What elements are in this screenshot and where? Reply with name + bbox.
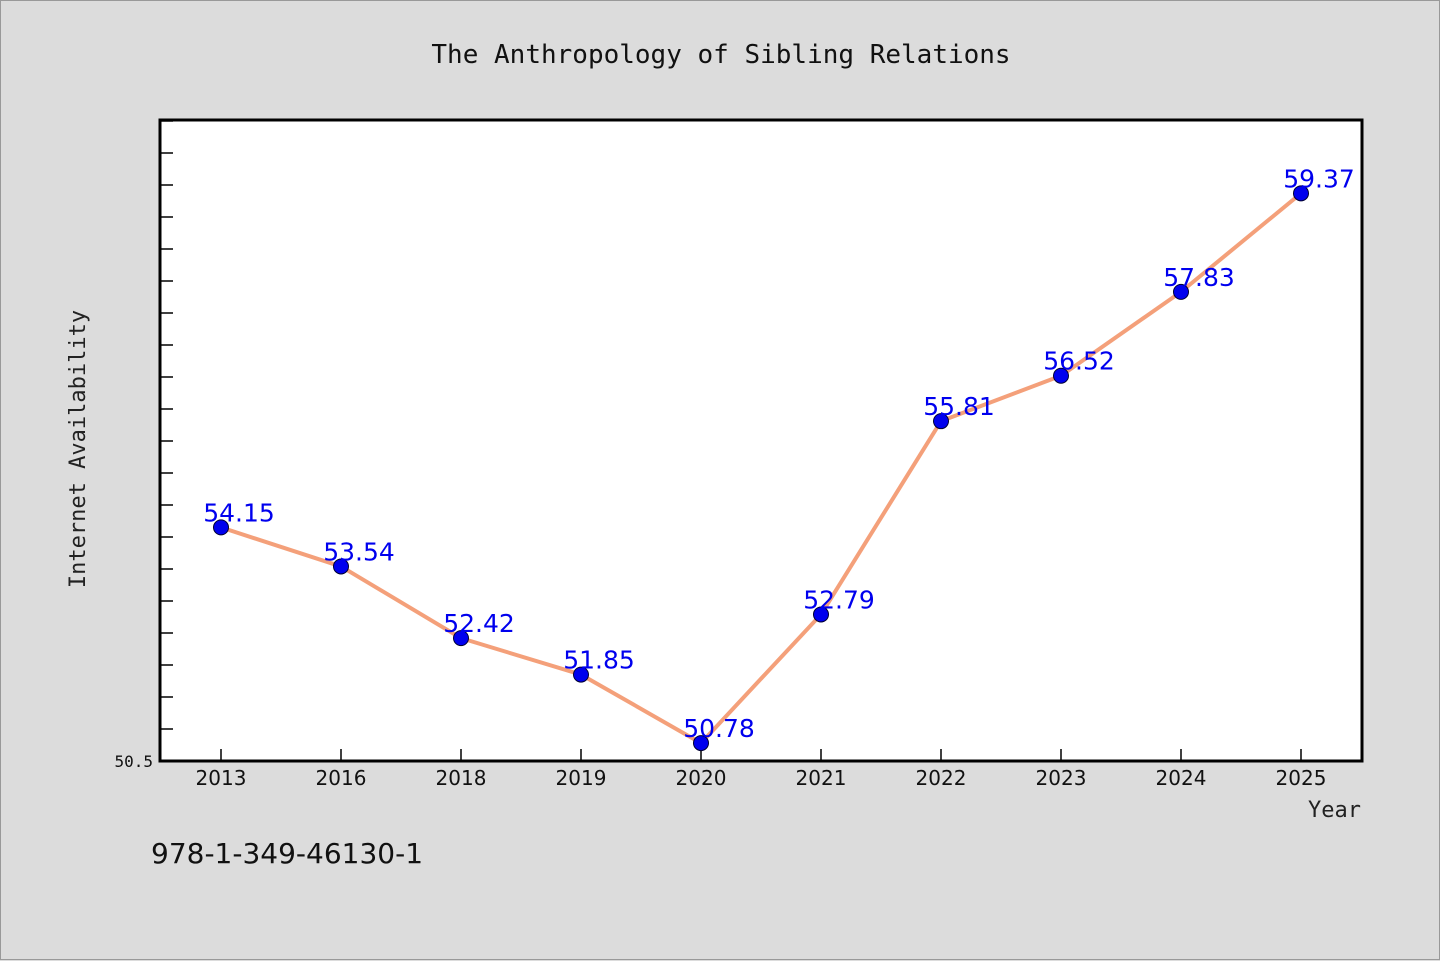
data-label: 51.85	[563, 646, 635, 675]
y-tick-label: 50.5	[114, 752, 153, 771]
data-label: 59.37	[1283, 164, 1355, 193]
x-tick-label: 2024	[1156, 766, 1207, 790]
x-tick-label: 2023	[1036, 766, 1087, 790]
x-axis-title: Year	[1308, 798, 1361, 823]
x-tick-label: 2020	[676, 766, 727, 790]
data-point	[1053, 367, 1069, 384]
x-tick-label: 2016	[316, 766, 367, 790]
x-tick-label: 2018	[436, 766, 487, 790]
data-label: 53.54	[323, 537, 395, 566]
data-label: 50.78	[683, 714, 755, 743]
y-axis-tick-labels: 50.5	[114, 752, 153, 771]
footer-code: 978-1-349-46130-1	[151, 837, 423, 870]
data-point	[1293, 185, 1309, 202]
series: 54.15 53.54 52.42 51.85 50.78 52.79 55.81 56.52…	[203, 164, 1355, 752]
x-tick-label: 2022	[916, 766, 967, 790]
series-line	[219, 191, 1303, 746]
chart-title: The Anthropology of Sibling Relations	[431, 40, 1010, 70]
data-point	[213, 519, 229, 536]
x-tick-label: 2021	[796, 766, 847, 790]
data-point	[933, 413, 949, 430]
y-axis-title: Internet Availability	[66, 310, 91, 588]
data-label: 52.42	[443, 609, 515, 638]
data-point	[453, 630, 469, 647]
plot-area	[158, 118, 1364, 763]
data-label: 56.52	[1043, 347, 1115, 376]
data-point	[813, 606, 829, 623]
data-point	[1173, 283, 1189, 300]
data-label: 54.15	[203, 498, 275, 527]
x-tick-label: 2019	[556, 766, 607, 790]
x-tick-label: 2025	[1276, 766, 1327, 790]
y-axis-ticks	[161, 120, 173, 762]
data-point	[333, 558, 349, 575]
x-axis-ticks	[220, 749, 1302, 761]
data-point	[573, 666, 589, 683]
x-tick-label: 2013	[196, 766, 247, 790]
data-label: 57.83	[1163, 263, 1235, 292]
data-label: 55.81	[923, 392, 995, 421]
data-point	[693, 735, 709, 752]
x-axis-tick-labels: 2013 2016 2018 2019 2020 2021 2022 2023 2024 2025	[196, 766, 1327, 790]
data-label: 52.79	[803, 585, 875, 614]
